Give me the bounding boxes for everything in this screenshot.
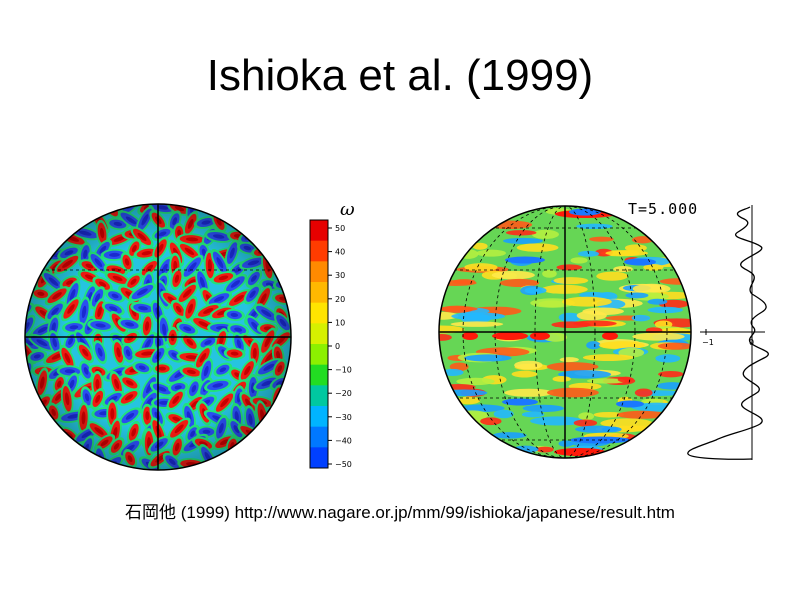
profile-curve <box>687 206 769 460</box>
slide-caption: 石岡他 (1999) http://www.nagare.or.jp/mm/99… <box>125 503 675 522</box>
right-sphere-pattern <box>439 207 691 456</box>
colorbar-cell <box>310 302 328 324</box>
colorbar-tick-label: 10 <box>335 318 345 327</box>
slide-title: Ishioka et al. (1999) <box>206 51 594 100</box>
profile-tick-zero: 0 <box>749 338 754 347</box>
right-sphere <box>438 205 692 459</box>
colorbar-cell <box>310 282 328 304</box>
colorbar-cell <box>310 385 328 407</box>
colorbar-symbol: ω <box>340 199 355 220</box>
left-sphere <box>24 203 292 471</box>
colorbar-tick-labels: 50 40 30 20 10 0 −10 −20 −30 −40 −50 <box>328 224 352 469</box>
colorbar-cell <box>310 426 328 448</box>
profile-tick-minus-one: −1 <box>702 338 714 347</box>
colorbar-tick-label: 0 <box>335 342 340 351</box>
colorbar: ω 50 40 30 20 10 0 −10 −20 −30 −40 −50 <box>309 199 355 469</box>
colorbar-tick-label: −30 <box>335 413 352 422</box>
colorbar-cell <box>310 447 328 469</box>
colorbar-tick-label: 20 <box>335 295 345 304</box>
left-sphere-outline <box>24 203 292 471</box>
colorbar-cell <box>310 220 328 242</box>
time-label: T=5.000 <box>628 200 698 218</box>
colorbar-tick-label: −10 <box>335 366 352 375</box>
colorbar-cell <box>310 240 328 262</box>
colorbar-tick-label: 40 <box>335 248 345 257</box>
colorbar-tick-label: 30 <box>335 271 345 280</box>
colorbar-cell <box>310 261 328 283</box>
colorbar-cells <box>310 220 328 469</box>
colorbar-tick-label: −50 <box>335 460 352 469</box>
colorbar-tick-label: 50 <box>335 224 345 233</box>
right-sphere-outline <box>438 205 692 459</box>
colorbar-tick-label: −20 <box>335 389 352 398</box>
profile-plot: T=5.000 −1 0 <box>628 200 769 460</box>
colorbar-tick-label: −40 <box>335 436 352 445</box>
colorbar-cell <box>310 364 328 386</box>
colorbar-cell <box>310 406 328 428</box>
colorbar-cell <box>310 344 328 366</box>
colorbar-cell <box>310 323 328 345</box>
